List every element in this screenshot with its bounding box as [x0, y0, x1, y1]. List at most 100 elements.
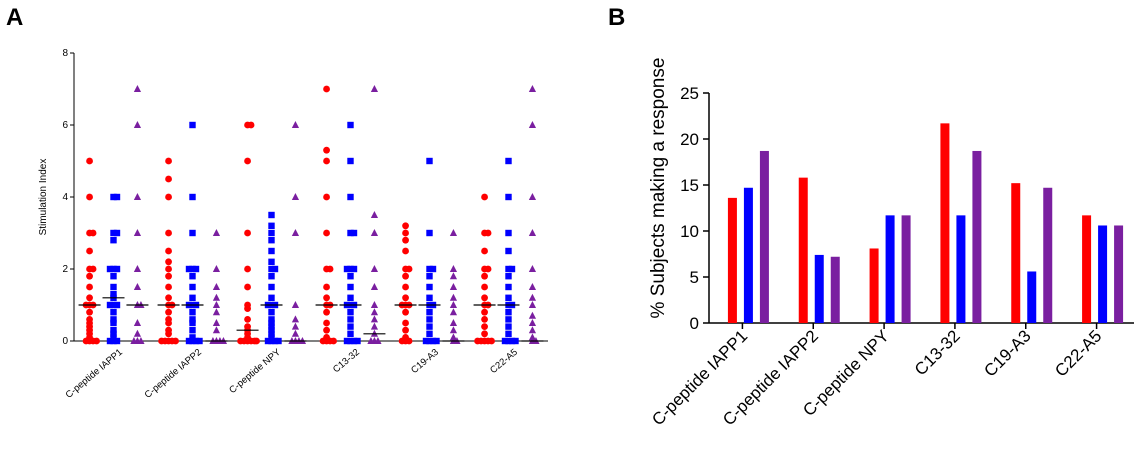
point-group-1	[165, 229, 172, 237]
point-group-2	[110, 229, 117, 237]
point-group-2	[347, 273, 354, 280]
point-group-1	[323, 146, 330, 154]
bar-group-3	[1114, 225, 1124, 323]
point-group-3	[370, 315, 379, 323]
x-tick-label-c-peptide-npy: C-peptide NPY	[227, 346, 283, 396]
point-group-3	[370, 85, 379, 92]
point-group-2	[429, 337, 437, 345]
point-group-1	[244, 229, 251, 237]
point-group-2	[113, 301, 121, 309]
point-group-2	[268, 327, 275, 334]
point-group-2	[347, 283, 354, 291]
point-group-2	[110, 265, 117, 273]
y-tick-label: 5	[690, 268, 699, 287]
point-group-3	[370, 229, 379, 236]
point-group-3	[528, 121, 537, 128]
bar-group-3	[830, 256, 840, 323]
point-group-2	[189, 294, 196, 301]
point-group-1	[402, 294, 409, 302]
point-group-1	[165, 330, 172, 338]
point-group-2	[505, 273, 512, 280]
point-group-3	[449, 283, 458, 290]
point-group-2	[505, 247, 512, 255]
bar-group-1	[798, 177, 808, 323]
point-group-3	[133, 193, 142, 200]
point-group-1	[484, 229, 492, 237]
point-group-3	[528, 85, 537, 92]
point-group-2	[189, 319, 196, 327]
point-group-2	[268, 337, 275, 345]
point-group-2	[268, 294, 275, 301]
point-group-2	[113, 193, 121, 201]
point-group-1	[481, 193, 488, 201]
point-group-2	[426, 337, 433, 345]
point-group-2	[110, 337, 117, 345]
point-group-3	[449, 301, 458, 308]
point-group-2	[110, 283, 117, 291]
point-group-2	[189, 229, 196, 237]
point-group-2	[189, 309, 196, 316]
point-group-1	[402, 247, 409, 255]
point-group-2	[268, 283, 275, 291]
point-group-2	[350, 337, 358, 345]
y-tick-label: 0	[62, 336, 68, 347]
point-group-1	[402, 283, 409, 291]
point-group-3	[137, 337, 145, 344]
point-group-1	[86, 294, 93, 302]
point-group-1	[86, 247, 93, 255]
point-group-2	[106, 265, 114, 273]
point-group-1	[323, 326, 330, 334]
point-group-2	[189, 121, 196, 129]
point-group-2	[268, 258, 275, 265]
point-group-3	[291, 301, 300, 308]
point-group-2	[110, 316, 117, 323]
point-group-1	[165, 265, 172, 273]
y-tick-label: 8	[62, 48, 68, 59]
point-group-2	[189, 193, 196, 201]
point-group-3	[291, 322, 300, 330]
point-group-1	[86, 157, 93, 165]
point-group-1	[330, 337, 337, 345]
point-group-3	[449, 326, 458, 334]
bar-group-1	[1082, 215, 1092, 323]
y-tick-label: 4	[62, 192, 68, 203]
point-group-2	[110, 309, 117, 316]
point-group-1	[326, 265, 334, 273]
point-group-1	[402, 229, 409, 237]
point-group-2	[192, 337, 200, 345]
point-group-2	[185, 265, 193, 273]
point-group-1	[319, 337, 327, 345]
point-group-1	[244, 316, 251, 323]
point-group-3	[212, 283, 221, 290]
point-group-2	[347, 337, 354, 345]
bar-group-2	[1027, 271, 1037, 323]
point-group-2	[110, 330, 117, 337]
bar-group-1	[869, 248, 879, 323]
point-group-2	[268, 334, 275, 341]
point-group-2	[189, 273, 196, 280]
point-group-1	[165, 175, 172, 183]
point-group-2	[185, 337, 193, 345]
point-group-3	[449, 229, 458, 236]
point-group-1	[481, 283, 488, 291]
point-group-2	[268, 319, 275, 327]
point-group-3	[449, 293, 458, 301]
y-axis-label: Stimulation Index	[38, 159, 49, 236]
point-group-2	[110, 193, 117, 201]
point-group-2	[110, 319, 117, 327]
point-group-2	[354, 337, 361, 345]
point-group-2	[110, 327, 117, 334]
bar-group-3	[1043, 187, 1053, 323]
point-group-3	[133, 121, 142, 128]
y-tick-label: 2	[62, 264, 68, 275]
point-group-1	[237, 337, 244, 345]
point-group-2	[433, 337, 440, 345]
point-group-2	[508, 265, 516, 273]
point-group-2	[110, 291, 117, 298]
point-group-1	[172, 337, 179, 345]
y-tick-label: 15	[680, 176, 699, 195]
y-tick-label: 20	[680, 130, 699, 149]
point-group-3	[291, 315, 300, 323]
point-group-3	[133, 283, 142, 290]
x-tick-label-c22-a5: C22-A5	[488, 347, 520, 376]
